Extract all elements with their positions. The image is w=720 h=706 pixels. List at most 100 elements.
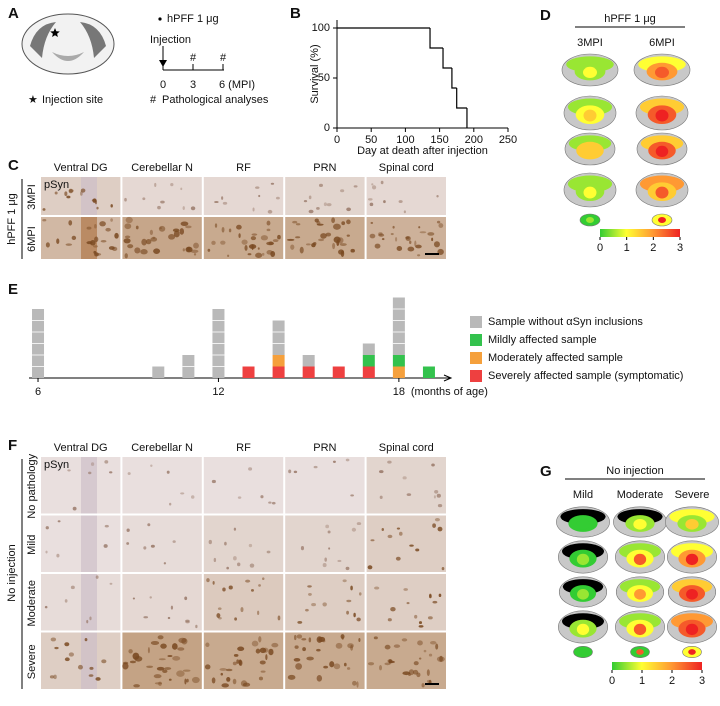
cell-stain xyxy=(233,653,239,657)
cell-stain xyxy=(255,648,261,654)
cell-stain xyxy=(208,539,212,545)
cell-stain xyxy=(150,544,155,548)
column-header: PRN xyxy=(313,442,336,454)
cell-stain xyxy=(71,235,77,241)
cell-stain xyxy=(343,662,347,667)
cell-stain xyxy=(171,643,178,650)
cell-stain xyxy=(415,548,420,552)
cell-stain xyxy=(122,662,129,670)
map-column-label: Mild xyxy=(573,489,593,501)
cell-stain xyxy=(193,253,197,256)
cell-stain xyxy=(251,233,258,236)
spinal-gray xyxy=(579,649,587,655)
cell-stain xyxy=(345,458,350,462)
colorbar-tick-label: 1 xyxy=(624,242,630,254)
cell-stain xyxy=(160,200,165,204)
cell-stain xyxy=(162,669,168,673)
cell-stain xyxy=(318,183,323,187)
cell-stain xyxy=(124,197,127,202)
cell-stain xyxy=(352,680,357,686)
timeline-label: 3 xyxy=(190,79,196,91)
cell-stain xyxy=(222,201,228,205)
cell-stain xyxy=(224,541,227,546)
cell-stain xyxy=(275,196,280,200)
cell-stain xyxy=(166,470,170,474)
cell-stain xyxy=(308,637,312,643)
cell-stain xyxy=(236,659,240,664)
cell-stain xyxy=(311,603,316,607)
map-title: hPFF 1 μg xyxy=(604,13,656,25)
cell-stain xyxy=(340,250,345,258)
micrograph xyxy=(203,574,284,631)
row-label: No pathology xyxy=(26,453,38,518)
cell-stain xyxy=(80,188,86,193)
cell-stain xyxy=(316,206,320,210)
x-tick-label: 6 xyxy=(35,386,41,398)
micrograph xyxy=(285,515,365,572)
cell-stain xyxy=(324,557,327,562)
nuclei-band xyxy=(81,574,97,631)
cell-stain xyxy=(214,223,218,228)
cell-stain xyxy=(369,233,376,239)
micrograph xyxy=(122,217,202,259)
cell-stain xyxy=(185,619,190,623)
cell-stain xyxy=(184,678,187,685)
cell-stain xyxy=(147,523,151,527)
cell-stain xyxy=(384,644,391,650)
cell-stain xyxy=(346,610,349,615)
cell-stain xyxy=(271,642,279,648)
micrograph xyxy=(41,632,121,689)
cell-stain xyxy=(104,524,109,528)
cell-stain xyxy=(110,218,113,222)
analysis-mark: # xyxy=(220,52,227,64)
cell-stain xyxy=(109,582,113,585)
cell-stain xyxy=(333,663,341,670)
legend-swatch xyxy=(470,370,482,382)
stain-label: pSyn xyxy=(44,459,69,471)
cell-stain xyxy=(339,243,347,246)
nuclei-band xyxy=(81,515,97,572)
spinal-gray xyxy=(688,649,696,655)
cell-stain xyxy=(237,562,241,567)
cell-stain xyxy=(405,236,411,241)
micrograph xyxy=(41,457,121,514)
cell-stain xyxy=(168,234,176,240)
cell-stain xyxy=(356,681,359,688)
cell-stain xyxy=(89,240,96,246)
cell-stain xyxy=(431,237,434,242)
cell-stain xyxy=(206,578,210,583)
cell-stain xyxy=(316,636,323,643)
cell-stain xyxy=(434,518,440,522)
x-tick-label: 12 xyxy=(212,386,224,398)
colorbar-tick-label: 0 xyxy=(609,675,615,687)
cell-stain xyxy=(184,596,188,601)
cell-stain xyxy=(99,221,106,227)
cell-stain xyxy=(190,206,196,211)
cell-stain xyxy=(409,544,414,547)
cell-stain xyxy=(435,643,439,650)
scale-bar xyxy=(425,683,439,685)
cell-stain xyxy=(418,657,422,660)
nuclei-band xyxy=(81,217,97,259)
cell-stain xyxy=(168,678,172,681)
cell-stain xyxy=(406,493,412,496)
cell-stain xyxy=(88,674,94,677)
micrograph xyxy=(41,574,121,631)
cell-stain xyxy=(42,219,47,222)
cell-stain xyxy=(147,647,150,654)
cell-stain xyxy=(388,660,395,664)
legend-symbol: # xyxy=(150,94,157,106)
bullet xyxy=(158,17,162,21)
cell-stain xyxy=(149,229,154,236)
cell-stain xyxy=(393,644,401,648)
cell-stain xyxy=(190,249,199,254)
cell-stain xyxy=(258,676,264,681)
cell-stain xyxy=(272,239,279,243)
cell-stain xyxy=(340,634,345,639)
brain-core xyxy=(655,109,669,122)
cell-stain xyxy=(434,489,439,494)
brain-core xyxy=(655,66,669,78)
cell-stain xyxy=(438,223,444,228)
cell-stain xyxy=(295,236,301,239)
cell-stain xyxy=(294,634,297,641)
